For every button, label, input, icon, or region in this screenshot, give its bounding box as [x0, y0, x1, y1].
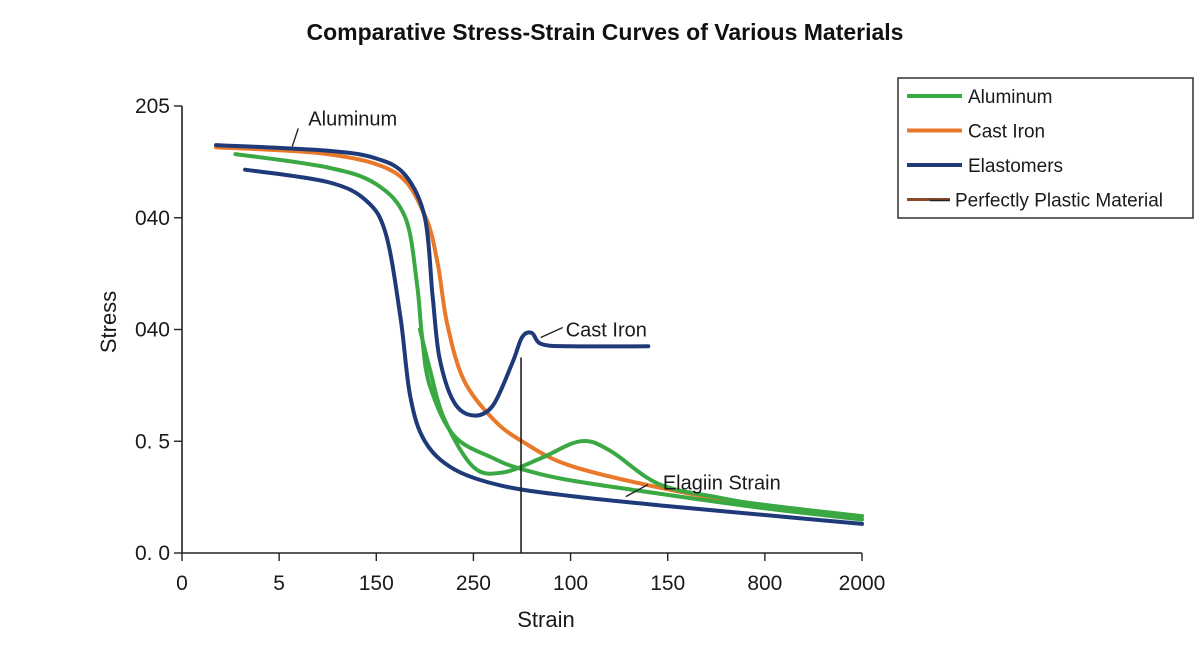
- y-tick-label: 040: [135, 207, 170, 230]
- legend-label: Perfectly Plastic Material: [955, 191, 1163, 212]
- annotation-leader: [540, 326, 564, 339]
- chart-title: Comparative Stress-Strain Curves of Vari…: [307, 19, 904, 45]
- y-tick-label: 205: [135, 95, 170, 118]
- y-tick-label: 0. 5: [135, 430, 170, 453]
- y-ticks: 0. 0 0. 5 040 040 205: [135, 95, 182, 565]
- legend-label: Elastomers: [968, 156, 1063, 177]
- series-line-4: [233, 152, 864, 522]
- legend-box: [897, 77, 1194, 219]
- x-tick-label: 100: [553, 572, 588, 595]
- y-tick-label: 0. 0: [135, 542, 170, 565]
- x-tick-label: 5: [273, 572, 285, 595]
- x-tick-label: 0: [176, 572, 188, 595]
- annotation-leader: [291, 128, 299, 147]
- series-line-3: [243, 167, 864, 526]
- series-line-2: [214, 143, 651, 418]
- y-axis-label: Stress: [96, 291, 121, 353]
- x-tick-label: 800: [747, 572, 782, 595]
- annotation-label: Aluminum: [308, 108, 397, 130]
- legend-label: Cast Iron: [968, 122, 1045, 143]
- annotation-label: Cast Iron: [566, 320, 647, 342]
- series-layer: [214, 143, 864, 526]
- y-tick-label: 040: [135, 319, 170, 342]
- x-tick-label: 150: [650, 572, 685, 595]
- x-tick-label: 2000: [839, 572, 886, 595]
- x-axis-label: Strain: [517, 607, 574, 632]
- x-tick-label: 150: [359, 572, 394, 595]
- legend-label: Aluminum: [968, 87, 1052, 108]
- annotation-layer: Aluminum Cast Iron Elagiin Strain: [291, 108, 781, 498]
- x-ticks: 0 5 150 250 100 150 800 2000: [176, 553, 885, 595]
- legend: Aluminum Cast Iron Elastomers Perfectly Pla…: [897, 77, 1194, 219]
- annotation-leader: [625, 483, 649, 498]
- annotation-label: Elagiin Strain: [663, 473, 781, 495]
- x-tick-label: 250: [456, 572, 491, 595]
- series-line-5: [418, 327, 864, 519]
